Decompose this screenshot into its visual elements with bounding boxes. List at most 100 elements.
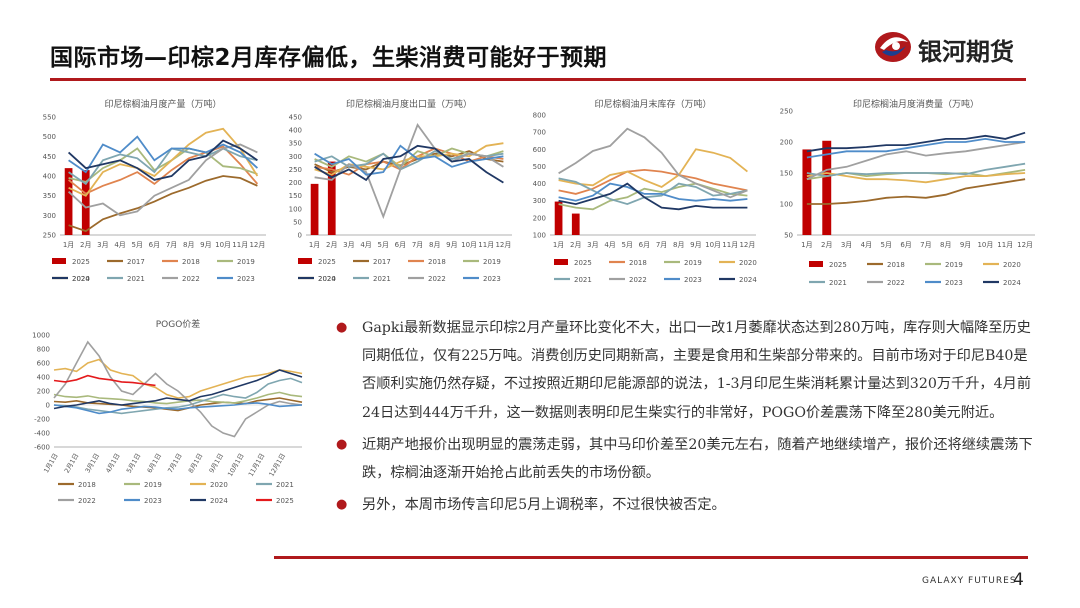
chart-svg: 印尼棕榈油月度产量（万吨） 250 300 350 400 450 500 550 1月 2月 3月… (43, 98, 266, 283)
y-tick-label: 600 (37, 360, 50, 368)
y-tick-label: 250 (289, 166, 302, 174)
y-tick-label: 400 (43, 173, 56, 181)
x-tick-label: 4月 (360, 241, 371, 249)
legend-label: 2021 (373, 275, 391, 283)
legend-label: 2018 (182, 258, 200, 266)
x-tick-label: 10月1日 (226, 452, 246, 478)
legend-label: 2020 (739, 259, 757, 267)
x-tick-label: 8月 (673, 241, 684, 249)
series-line-2022 (558, 127, 748, 199)
x-tick-label: 12月1日 (267, 452, 287, 478)
x-tick-label: 2月 (821, 241, 832, 249)
legend-label: 2024 (739, 276, 757, 284)
bullet-text: 近期产地报价出现明显的震荡走弱，其中马印价差至20美元左右，随着产地继续增产，报… (362, 436, 1033, 482)
x-tick-label: 4月 (861, 241, 872, 249)
bar-2025 (802, 149, 812, 235)
x-tick-label: 9月1日 (207, 452, 225, 474)
y-tick-label: 1000 (32, 332, 50, 340)
legend-label: 2021 (829, 279, 847, 287)
series-line-2020 (806, 172, 1026, 184)
x-tick-label: 8月 (940, 241, 951, 249)
x-tick-label: 11月1日 (247, 452, 267, 478)
y-tick-label: 250 (780, 108, 793, 116)
x-tick-label: 5月1日 (125, 452, 143, 474)
x-tick-label: 3月 (587, 241, 598, 249)
series-line-2021 (806, 162, 1026, 178)
y-tick-label: 100 (780, 201, 793, 209)
legend-label: 2017 (127, 258, 145, 266)
x-tick-label: 11月 (232, 241, 248, 249)
title-underline (50, 78, 1026, 81)
consumption-chart: 印尼棕榈油月度消费量（万吨） 50 100 150 200 250 1月 2月 3月 4月 5月 6月… (765, 95, 1039, 300)
series-line-2018 (806, 178, 1026, 205)
x-tick-label: 5月 (378, 241, 389, 249)
x-tick-label: 1月 (63, 241, 74, 249)
brand-logo: 银河期货 (872, 28, 1052, 66)
x-tick-label: 6月 (395, 241, 406, 249)
y-tick-label: 300 (43, 212, 56, 220)
chart-title: 印尼棕榈油月度产量（万吨） (104, 98, 221, 110)
bar-2025 (822, 140, 832, 235)
legend-swatch (52, 258, 66, 264)
series-line-2019 (68, 147, 258, 183)
x-tick-label: 6月 (900, 241, 911, 249)
legend-label: 2019 (684, 259, 702, 267)
x-tick-label: 2月 (570, 241, 581, 249)
y-tick-label: 550 (43, 114, 56, 122)
series-line-2023 (53, 402, 303, 415)
legend-label: 2023 (945, 279, 963, 287)
x-tick-label: 9月 (446, 241, 457, 249)
x-tick-label: 3月 (343, 241, 354, 249)
x-tick-label: 1月 (801, 241, 812, 249)
x-tick-label: 1月 (553, 241, 564, 249)
y-tick-label: 800 (37, 346, 50, 354)
galaxy-logo-icon (875, 32, 911, 62)
x-tick-label: 6月1日 (145, 452, 163, 474)
x-tick-label: 10月 (215, 241, 231, 249)
chart-svg: 印尼棕榈油月度出口量（万吨） 0 50 100 150 200 250 300 350 400 45… (289, 98, 512, 283)
y-tick-label: 0 (298, 232, 302, 240)
y-tick-label: 350 (289, 140, 302, 148)
x-tick-label: 7月 (412, 241, 423, 249)
y-tick-label: 200 (780, 139, 793, 147)
legend-label: 2023 (684, 276, 702, 284)
bullet-item: ● 另外，本周市场传言印尼5月上调税率，不过很快被否定。 (336, 491, 1036, 519)
y-tick-label: 150 (289, 192, 302, 200)
y-tick-label: 300 (533, 197, 546, 205)
series-line-2018 (53, 397, 303, 412)
y-tick-label: -600 (34, 444, 50, 452)
series-line-2020 (558, 148, 748, 189)
legend-label: 2022 (182, 275, 200, 283)
x-tick-label: 9月 (960, 241, 971, 249)
series-line-2024 (53, 369, 303, 410)
bar-2025 (64, 168, 73, 235)
legend-label: 2022 (78, 497, 96, 505)
y-tick-label: 400 (289, 127, 302, 135)
x-tick-label: 6月 (149, 241, 160, 249)
x-tick-label: 3月 (841, 241, 852, 249)
x-tick-label: 7月 (920, 241, 931, 249)
y-tick-label: 450 (289, 114, 302, 122)
series-line-2022 (67, 143, 258, 217)
y-tick-label: 200 (289, 179, 302, 187)
y-tick-label: 400 (533, 180, 546, 188)
legend-label: 2023 (483, 275, 501, 283)
bullet-item: ● Gapki最新数据显示印棕2月产量环比变化不大，出口一改1月萎靡状态达到280… (336, 314, 1036, 427)
legend-label: 2025 (829, 261, 847, 269)
legend-label: 2024 (72, 275, 90, 283)
x-tick-label: 12月 (739, 241, 755, 249)
x-tick-label: 12月 (1017, 241, 1033, 249)
series-line-2023 (558, 182, 748, 202)
legend-swatch (809, 261, 823, 267)
legend-label: 2025 (574, 259, 592, 267)
x-tick-label: 10月 (705, 241, 721, 249)
y-tick-label: 250 (43, 232, 56, 240)
legend-label: 2025 (72, 258, 90, 266)
series-line-2021 (558, 177, 748, 206)
chart-svg: 印尼棕榈油月度消费量（万吨） 50 100 150 200 250 1月 2月 3月 4月 5月 6月… (780, 98, 1035, 287)
bar-2025 (554, 201, 563, 235)
chart-title: 印尼棕榈油月末库存（万吨） (594, 98, 711, 110)
legend-label: 2017 (373, 258, 391, 266)
bullet-item: ● 近期产地报价出现明显的震荡走弱，其中马印价差至20美元左右，随着产地继续增产，… (336, 431, 1036, 487)
bar-2025 (571, 213, 580, 235)
